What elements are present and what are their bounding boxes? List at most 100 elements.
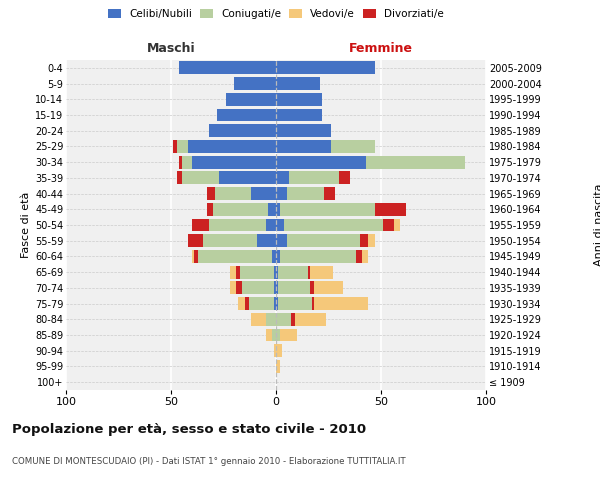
Bar: [198, 250, 272, 263]
Bar: [308, 266, 310, 278]
Bar: [182, 156, 192, 168]
Bar: [280, 328, 297, 342]
Bar: [276, 62, 374, 74]
Bar: [226, 93, 276, 106]
Bar: [238, 297, 245, 310]
Bar: [179, 156, 182, 168]
Bar: [314, 282, 343, 294]
Bar: [394, 218, 400, 232]
Bar: [265, 313, 276, 326]
Bar: [236, 282, 242, 294]
Bar: [276, 250, 280, 263]
Bar: [325, 187, 335, 200]
Bar: [310, 266, 333, 278]
Bar: [284, 218, 383, 232]
Bar: [276, 140, 331, 153]
Bar: [366, 156, 465, 168]
Text: COMUNE DI MONTESCUDAIO (PI) - Dati ISTAT 1° gennaio 2010 - Elaborazione TUTTITAL: COMUNE DI MONTESCUDAIO (PI) - Dati ISTAT…: [12, 458, 406, 466]
Bar: [314, 297, 368, 310]
Bar: [178, 172, 182, 184]
Bar: [276, 187, 287, 200]
Bar: [374, 203, 406, 215]
Bar: [220, 172, 276, 184]
Text: Femmine: Femmine: [349, 42, 413, 55]
Bar: [331, 140, 375, 153]
Bar: [276, 218, 284, 232]
Bar: [230, 282, 236, 294]
Bar: [276, 77, 320, 90]
Bar: [242, 282, 274, 294]
Bar: [276, 344, 283, 357]
Bar: [179, 62, 276, 74]
Bar: [213, 203, 268, 215]
Bar: [362, 250, 368, 263]
Bar: [280, 250, 356, 263]
Bar: [276, 234, 287, 247]
Bar: [287, 187, 325, 200]
Bar: [215, 187, 251, 200]
Bar: [203, 234, 257, 247]
Bar: [276, 297, 278, 310]
Bar: [272, 328, 276, 342]
Bar: [368, 234, 374, 247]
Bar: [234, 77, 276, 90]
Y-axis label: Fasce di età: Fasce di età: [20, 192, 31, 258]
Bar: [257, 234, 276, 247]
Bar: [276, 172, 289, 184]
Bar: [188, 234, 203, 247]
Bar: [274, 282, 276, 294]
Bar: [209, 218, 265, 232]
Bar: [339, 172, 349, 184]
Bar: [289, 172, 339, 184]
Bar: [251, 313, 265, 326]
Bar: [178, 140, 188, 153]
Text: Maschi: Maschi: [146, 42, 196, 55]
Bar: [265, 218, 276, 232]
Bar: [182, 172, 220, 184]
Bar: [276, 203, 280, 215]
Bar: [274, 297, 276, 310]
Bar: [287, 234, 360, 247]
Bar: [276, 328, 280, 342]
Bar: [383, 218, 394, 232]
Bar: [274, 266, 276, 278]
Legend: Celibi/Nubili, Coniugati/e, Vedovi/e, Divorziati/e: Celibi/Nubili, Coniugati/e, Vedovi/e, Di…: [104, 5, 448, 24]
Bar: [312, 297, 314, 310]
Bar: [276, 282, 278, 294]
Bar: [278, 297, 312, 310]
Bar: [276, 360, 280, 373]
Bar: [276, 156, 366, 168]
Bar: [206, 203, 213, 215]
Bar: [251, 187, 276, 200]
Bar: [276, 266, 278, 278]
Bar: [173, 140, 178, 153]
Text: Popolazione per età, sesso e stato civile - 2010: Popolazione per età, sesso e stato civil…: [12, 422, 366, 436]
Bar: [278, 282, 310, 294]
Bar: [280, 203, 374, 215]
Bar: [360, 234, 368, 247]
Bar: [230, 266, 236, 278]
Bar: [249, 297, 274, 310]
Bar: [310, 282, 314, 294]
Y-axis label: Anni di nascita: Anni di nascita: [595, 184, 600, 266]
Bar: [245, 297, 249, 310]
Bar: [206, 187, 215, 200]
Bar: [209, 124, 276, 137]
Bar: [194, 250, 198, 263]
Bar: [265, 328, 272, 342]
Bar: [192, 250, 194, 263]
Bar: [192, 156, 276, 168]
Bar: [295, 313, 326, 326]
Bar: [276, 313, 290, 326]
Bar: [236, 266, 240, 278]
Bar: [268, 203, 276, 215]
Bar: [217, 108, 276, 122]
Bar: [272, 250, 276, 263]
Bar: [276, 108, 322, 122]
Bar: [188, 140, 276, 153]
Bar: [276, 93, 322, 106]
Bar: [274, 344, 276, 357]
Bar: [276, 124, 331, 137]
Bar: [192, 218, 209, 232]
Bar: [356, 250, 362, 263]
